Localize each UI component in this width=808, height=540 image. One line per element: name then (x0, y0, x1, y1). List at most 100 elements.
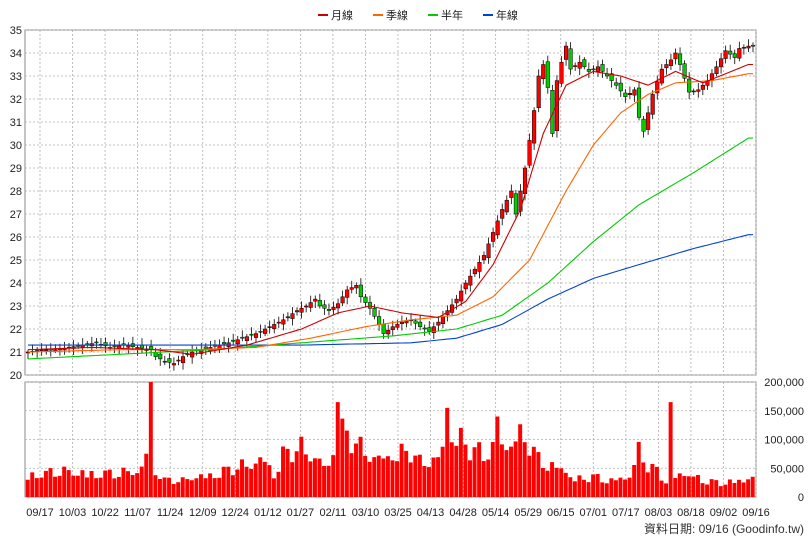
candle-body (454, 298, 459, 304)
volume-bar (230, 475, 235, 497)
volume-bar (212, 478, 217, 497)
volume-bar (66, 470, 71, 497)
candle-body (272, 324, 277, 330)
volume-bar (395, 461, 400, 497)
volume-bar (344, 430, 349, 497)
volume-bar (294, 451, 299, 497)
volume-bar (709, 479, 714, 497)
price-tick-label: 31 (10, 117, 22, 129)
volume-bar (167, 477, 172, 497)
candle-body (687, 78, 692, 93)
price-tick-label: 28 (10, 186, 22, 198)
volume-bar (454, 445, 459, 497)
candle-body (646, 112, 651, 130)
legend: 月線 季線 半年 年線 (318, 8, 518, 22)
volume-bar (677, 473, 682, 497)
candle-body (267, 326, 272, 328)
date-tick-label: 10/22 (91, 507, 119, 519)
candle-body (463, 282, 468, 290)
volume-bar (157, 478, 162, 497)
volume-bar (545, 470, 550, 497)
volume-bar (741, 482, 746, 497)
volume-bar (746, 479, 751, 497)
volume-bar (240, 459, 244, 497)
volume-bar (750, 476, 755, 497)
candle-body (235, 339, 240, 345)
candle-body (618, 82, 623, 92)
volume-bar (221, 466, 226, 497)
volume-bar (540, 467, 545, 497)
date-tick-label: 09/16 (742, 507, 770, 519)
candle-body (677, 53, 683, 65)
volume-bar (144, 453, 149, 497)
candle-body (431, 326, 436, 334)
volume-bar (481, 461, 486, 497)
candle-body (591, 68, 596, 71)
candle-body (673, 52, 678, 60)
volume-bar (431, 457, 436, 497)
volume-bar (613, 480, 618, 497)
volume-bar (440, 446, 445, 497)
volume-bar (723, 484, 728, 497)
volume-bar (468, 460, 472, 497)
ma-monthly-line (27, 63, 753, 355)
volume-bar (582, 479, 586, 497)
candle-body (422, 327, 427, 330)
volume-bar (477, 442, 482, 497)
candle-body (263, 328, 268, 334)
candle-body (386, 329, 391, 335)
candle-body (299, 308, 304, 313)
price-tick-label: 25 (10, 255, 22, 267)
candle-body (240, 336, 245, 339)
volume-bar (572, 481, 577, 497)
candle-body (577, 61, 582, 69)
volume-bar (376, 455, 381, 497)
candle-body (650, 94, 655, 115)
volume-bar (682, 476, 687, 497)
volume-bar (354, 443, 358, 497)
candle-body (244, 336, 249, 341)
volume-bar (340, 418, 345, 497)
volume-bar (39, 477, 44, 497)
candle-body (600, 64, 605, 72)
volume-bar (126, 471, 130, 497)
price-tick-label: 30 (10, 140, 22, 152)
date-tick-label: 04/13 (417, 507, 445, 519)
candle-body (162, 360, 167, 363)
date-axis-labels: 09/17 10/03 10/22 11/07 11/24 12/09 12/24 01/12… (26, 507, 770, 519)
date-tick-label: 12/24 (222, 507, 250, 519)
volume-bar (426, 467, 431, 497)
volume-bar (303, 454, 308, 497)
candle-body (413, 320, 418, 324)
volume-bar (436, 457, 441, 497)
volume-bar (472, 447, 477, 497)
volume-bar (522, 442, 527, 497)
volume-bar (659, 480, 664, 497)
candle-body (723, 50, 728, 59)
candle-body (559, 61, 564, 84)
candle-body (491, 232, 496, 242)
candle-body (39, 349, 44, 351)
candle-body (668, 59, 673, 66)
volume-bar (408, 462, 413, 497)
candle-body (203, 346, 208, 349)
volume-tick-label: 100,000 (764, 435, 804, 447)
candle-body (372, 307, 377, 317)
candle-body (158, 353, 163, 360)
candle-body (582, 59, 587, 68)
volume-bar (623, 479, 628, 497)
date-tick-label: 07/17 (612, 507, 640, 519)
candle-body (231, 339, 236, 342)
volume-bar (641, 462, 646, 497)
candle-body (281, 319, 286, 325)
volume-bar (449, 442, 454, 497)
volume-bar (650, 464, 655, 497)
volume-bar (363, 455, 368, 497)
volume-bar (322, 465, 327, 497)
candle-body (294, 310, 300, 313)
date-tick-label: 03/25 (384, 507, 412, 519)
volume-bar (550, 462, 555, 497)
volume-bar (226, 466, 231, 497)
candle-body (94, 341, 99, 344)
date-tick-label: 03/10 (352, 507, 380, 519)
